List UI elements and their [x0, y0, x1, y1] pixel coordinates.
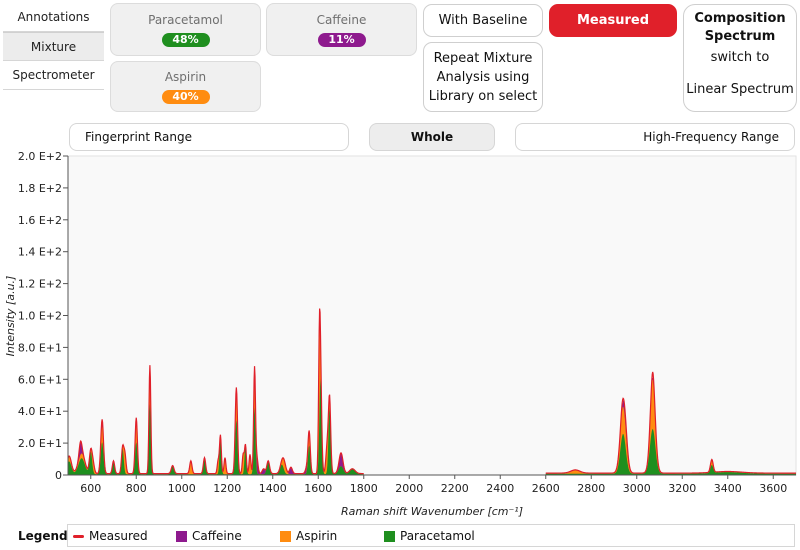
- component-card-aspirin[interactable]: Aspirin 40%: [110, 61, 261, 112]
- y-tick-label: 1.0 E+2: [18, 310, 62, 323]
- caffeine-swatch: [176, 530, 187, 542]
- repeat-line-2: Analysis using: [436, 69, 530, 85]
- x-axis-label: Raman shift Wavenumber [cm⁻¹]: [341, 505, 523, 518]
- x-tick-label: 3600: [759, 482, 787, 495]
- x-tick-label: 2000: [395, 482, 423, 495]
- nav-item-spectrometer[interactable]: Spectrometer: [3, 61, 104, 90]
- x-tick-label: 3000: [623, 482, 651, 495]
- composition-title-line-1: Composition: [694, 11, 786, 26]
- series-layer: [67, 308, 796, 475]
- legend-label-aspirin: Aspirin: [296, 529, 338, 543]
- high-frequency-range-button[interactable]: High-Frequency Range: [515, 123, 795, 151]
- with-baseline-button[interactable]: With Baseline: [423, 4, 543, 37]
- left-navigation: Annotations Mixture Spectrometer: [3, 3, 104, 90]
- composition-target-text: Linear Spectrum: [686, 82, 794, 97]
- x-tick-label: 600: [80, 482, 101, 495]
- legend-title: Legend:: [18, 529, 73, 543]
- legend-label-paracetamol: Paracetamol: [400, 529, 475, 543]
- percent-badge: 11%: [317, 32, 366, 47]
- y-tick-label: 1.2 E+2: [18, 278, 62, 291]
- repeat-line-1: Repeat Mixture: [433, 50, 533, 66]
- legend: Measured Caffeine Aspirin Paracetamol: [67, 524, 795, 547]
- nav-item-annotations[interactable]: Annotations: [3, 3, 104, 32]
- y-tick-label: 8.0 E+1: [18, 341, 62, 354]
- x-tick-label: 1800: [350, 482, 378, 495]
- legend-item-measured[interactable]: Measured: [73, 529, 148, 543]
- paracetamol-swatch: [384, 530, 395, 542]
- measured-button[interactable]: Measured: [549, 4, 677, 37]
- repeat-line-3: Library on select: [428, 88, 538, 104]
- y-tick-label: 1.6 E+2: [18, 214, 62, 227]
- legend-item-paracetamol[interactable]: Paracetamol: [384, 529, 475, 543]
- x-axis: 600 800 1000 1200 1400 1600 1800 2000 2200 2400 26…: [68, 474, 796, 495]
- y-tick-label: 2.0 E+2: [18, 150, 62, 163]
- x-tick-label: 3400: [714, 482, 742, 495]
- x-tick-label: 3200: [668, 482, 696, 495]
- legend-item-aspirin[interactable]: Aspirin: [280, 529, 337, 543]
- legend-label-measured: Measured: [89, 529, 148, 543]
- whole-range-label: Whole: [410, 130, 454, 144]
- raman-spectrum-chart[interactable]: 0 2.0 E+1 4.0 E+1 6.0 E+1 8.0 E+1 1.0 E+2 1.2 …: [0, 148, 800, 522]
- y-tick-label: 1.8 E+2: [18, 182, 62, 195]
- x-tick-label: 2200: [441, 482, 469, 495]
- x-tick-label: 1000: [168, 482, 196, 495]
- x-tick-label: 800: [126, 482, 147, 495]
- y-axis-label: Intensity [a.u.]: [4, 276, 17, 357]
- fingerprint-range-button[interactable]: Fingerprint Range: [69, 123, 349, 151]
- measured-line-region-0: [67, 308, 364, 475]
- nav-item-mixture[interactable]: Mixture: [3, 32, 104, 61]
- component-name: Caffeine: [316, 12, 367, 27]
- composition-switch-text: switch to: [710, 50, 770, 65]
- high-frequency-range-label: High-Frequency Range: [643, 130, 779, 144]
- aspirin-swatch: [280, 530, 291, 542]
- repeat-mixture-analysis-button[interactable]: Repeat Mixture Analysis using Library on…: [423, 42, 543, 112]
- percent-badge: 40%: [161, 89, 210, 104]
- with-baseline-label: With Baseline: [438, 13, 528, 28]
- y-tick-label: 0: [55, 469, 62, 482]
- component-card-paracetamol[interactable]: Paracetamol 48%: [110, 3, 261, 56]
- composition-spectrum-toggle-button[interactable]: Composition Spectrum switch to Linear Sp…: [683, 4, 797, 112]
- component-name: Paracetamol: [148, 12, 223, 27]
- x-tick-label: 2600: [532, 482, 560, 495]
- component-card-caffeine[interactable]: Caffeine 11%: [266, 3, 417, 56]
- fingerprint-range-label: Fingerprint Range: [85, 130, 192, 144]
- y-tick-label: 2.0 E+1: [18, 437, 62, 450]
- y-tick-label: 4.0 E+1: [18, 405, 62, 418]
- y-tick-label: 6.0 E+1: [18, 373, 62, 386]
- y-tick-label: 1.4 E+2: [18, 246, 62, 259]
- component-name: Aspirin: [164, 69, 207, 84]
- whole-range-button[interactable]: Whole: [369, 123, 495, 151]
- x-tick-label: 1400: [259, 482, 287, 495]
- percent-badge: 48%: [161, 32, 210, 47]
- legend-label-caffeine: Caffeine: [192, 529, 242, 543]
- plot-area: [67, 155, 797, 476]
- measured-line-region-1: [545, 371, 796, 474]
- x-tick-label: 2400: [486, 482, 514, 495]
- measured-label: Measured: [576, 13, 650, 28]
- x-tick-label: 1200: [213, 482, 241, 495]
- legend-item-caffeine[interactable]: Caffeine: [176, 529, 242, 543]
- y-axis: 0 2.0 E+1 4.0 E+1 6.0 E+1 8.0 E+1 1.0 E+2 1.2 …: [18, 150, 69, 482]
- x-tick-label: 1600: [304, 482, 332, 495]
- composition-title-line-2: Spectrum: [704, 29, 776, 44]
- x-tick-label: 2800: [577, 482, 605, 495]
- measured-swatch: [73, 534, 84, 538]
